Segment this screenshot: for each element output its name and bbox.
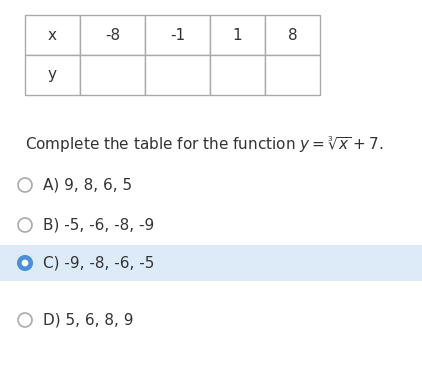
Text: Complete the table for the function $y = \sqrt[3]{x} + 7.$: Complete the table for the function $y =… [25,135,384,155]
Circle shape [18,313,32,327]
Bar [210,55,265,95]
Bar [25,15,80,55]
Bar [145,55,210,95]
Text: -8: -8 [105,28,120,42]
Bar [210,15,265,55]
Bar [145,15,210,55]
Circle shape [18,218,32,232]
Bar [265,15,320,55]
Text: C) -9, -8, -6, -5: C) -9, -8, -6, -5 [43,256,154,270]
Bar [0,245,422,281]
Text: y: y [48,68,57,83]
Text: -1: -1 [170,28,185,42]
Circle shape [18,178,32,192]
Bar [80,15,145,55]
Text: 1: 1 [233,28,242,42]
Text: x: x [48,28,57,42]
Text: A) 9, 8, 6, 5: A) 9, 8, 6, 5 [43,178,132,193]
Text: 8: 8 [288,28,298,42]
Circle shape [18,256,32,270]
Circle shape [22,261,28,265]
Bar [25,55,80,95]
Text: D) 5, 6, 8, 9: D) 5, 6, 8, 9 [43,312,133,327]
Bar [265,55,320,95]
Text: B) -5, -6, -8, -9: B) -5, -6, -8, -9 [43,217,154,233]
Bar [80,55,145,95]
